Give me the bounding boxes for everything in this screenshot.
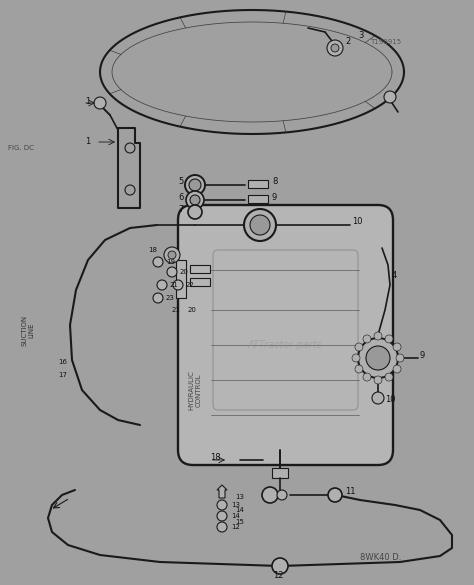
Bar bbox=[228, 455, 242, 465]
Circle shape bbox=[393, 343, 401, 351]
Bar bbox=[248, 195, 268, 203]
Circle shape bbox=[355, 365, 363, 373]
Text: 14: 14 bbox=[231, 513, 240, 519]
Circle shape bbox=[393, 365, 401, 373]
Circle shape bbox=[363, 373, 371, 381]
Text: 16: 16 bbox=[58, 359, 67, 365]
Circle shape bbox=[352, 354, 360, 362]
Text: 8: 8 bbox=[272, 177, 277, 187]
Circle shape bbox=[186, 191, 204, 209]
Circle shape bbox=[327, 40, 343, 56]
Circle shape bbox=[363, 335, 371, 343]
Text: 13: 13 bbox=[231, 502, 240, 508]
Text: 6: 6 bbox=[178, 192, 183, 201]
Text: 21: 21 bbox=[172, 307, 181, 313]
Text: 5: 5 bbox=[178, 177, 183, 187]
Circle shape bbox=[157, 280, 167, 290]
Circle shape bbox=[272, 558, 288, 574]
Circle shape bbox=[384, 91, 396, 103]
Text: 21: 21 bbox=[170, 282, 179, 288]
Circle shape bbox=[153, 257, 163, 267]
Circle shape bbox=[188, 205, 202, 219]
Text: 18: 18 bbox=[210, 453, 220, 463]
Circle shape bbox=[374, 376, 382, 384]
Text: HYDRAULIC
CONTROL: HYDRAULIC CONTROL bbox=[189, 370, 201, 410]
Text: 7: 7 bbox=[178, 205, 183, 215]
Bar bbox=[190, 265, 210, 273]
Text: 20: 20 bbox=[188, 307, 197, 313]
Text: FIG. DC: FIG. DC bbox=[8, 145, 34, 151]
Circle shape bbox=[355, 343, 363, 351]
Circle shape bbox=[385, 373, 393, 381]
Text: 17: 17 bbox=[58, 372, 67, 378]
Text: 12: 12 bbox=[273, 572, 283, 580]
Text: 14: 14 bbox=[235, 507, 244, 513]
Circle shape bbox=[277, 490, 287, 500]
Text: ATTractor parts: ATTractor parts bbox=[247, 340, 322, 350]
Circle shape bbox=[168, 251, 176, 259]
Text: 3: 3 bbox=[358, 30, 364, 40]
Text: 11: 11 bbox=[345, 487, 356, 497]
Circle shape bbox=[244, 209, 276, 241]
Text: 18: 18 bbox=[148, 247, 157, 253]
Circle shape bbox=[366, 346, 390, 370]
Circle shape bbox=[250, 215, 270, 235]
Text: 10: 10 bbox=[385, 395, 395, 404]
Bar bbox=[272, 468, 288, 478]
Text: 4: 4 bbox=[392, 270, 397, 280]
Text: 15: 15 bbox=[235, 519, 244, 525]
Circle shape bbox=[331, 44, 339, 52]
Circle shape bbox=[374, 332, 382, 340]
FancyArrow shape bbox=[217, 485, 227, 498]
Text: SUCTION
LINE: SUCTION LINE bbox=[21, 315, 35, 346]
Text: T190915: T190915 bbox=[370, 39, 401, 45]
Circle shape bbox=[328, 488, 342, 502]
Circle shape bbox=[164, 247, 180, 263]
Circle shape bbox=[358, 338, 398, 378]
Text: 19: 19 bbox=[166, 259, 175, 265]
Circle shape bbox=[153, 293, 163, 303]
Bar bbox=[176, 260, 186, 298]
Text: 23: 23 bbox=[166, 295, 175, 301]
Circle shape bbox=[189, 179, 201, 191]
Circle shape bbox=[217, 511, 227, 521]
Circle shape bbox=[217, 522, 227, 532]
Circle shape bbox=[396, 354, 404, 362]
Text: 9: 9 bbox=[420, 350, 425, 360]
Bar bbox=[248, 180, 268, 188]
Circle shape bbox=[217, 500, 227, 510]
Bar bbox=[190, 278, 210, 286]
Circle shape bbox=[385, 335, 393, 343]
Text: 12: 12 bbox=[231, 524, 240, 530]
Text: 9: 9 bbox=[272, 192, 277, 201]
Text: 20: 20 bbox=[180, 269, 189, 275]
Text: 1: 1 bbox=[85, 137, 90, 146]
Circle shape bbox=[262, 487, 278, 503]
Circle shape bbox=[94, 97, 106, 109]
Circle shape bbox=[372, 392, 384, 404]
Circle shape bbox=[185, 175, 205, 195]
FancyBboxPatch shape bbox=[178, 205, 393, 465]
Circle shape bbox=[173, 280, 183, 290]
Circle shape bbox=[190, 195, 200, 205]
Text: 22: 22 bbox=[186, 282, 195, 288]
Text: 13: 13 bbox=[235, 494, 244, 500]
Text: 8WK40 D.: 8WK40 D. bbox=[360, 553, 401, 563]
Text: 1: 1 bbox=[85, 98, 90, 106]
Text: 10: 10 bbox=[352, 218, 363, 226]
Text: 2: 2 bbox=[345, 37, 350, 46]
Circle shape bbox=[167, 267, 177, 277]
